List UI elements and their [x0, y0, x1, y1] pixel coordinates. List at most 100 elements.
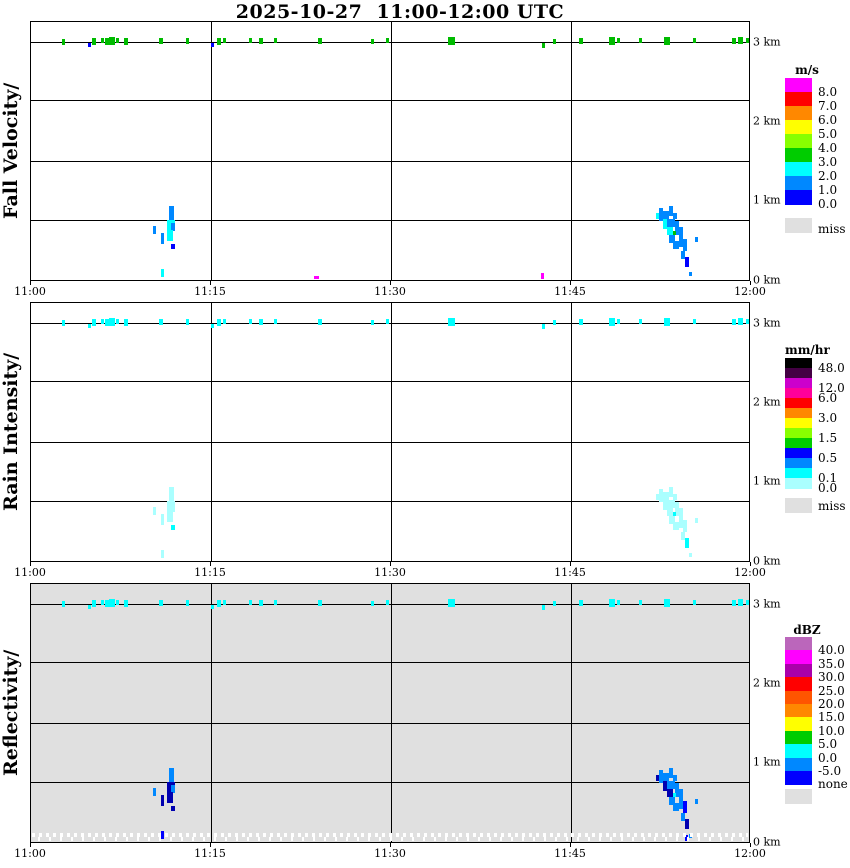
- data-cell: [738, 37, 743, 44]
- data-cell: [124, 319, 128, 326]
- data-cell: [62, 39, 65, 45]
- x-tick: [210, 843, 211, 847]
- data-cell: [609, 37, 615, 45]
- x-tick: [210, 562, 211, 566]
- legend-swatch: [785, 368, 812, 379]
- data-cell: [639, 38, 642, 43]
- data-cell: [681, 532, 685, 540]
- legend-value-label: miss: [818, 221, 846, 236]
- data-cell: [159, 319, 163, 325]
- data-cell: [689, 272, 692, 276]
- data-cell: [161, 514, 164, 525]
- legend-swatch: [785, 358, 812, 369]
- data-cell: [669, 487, 673, 497]
- legend-value-label: 15.0: [818, 710, 845, 725]
- data-cell: [318, 600, 322, 606]
- km-label: 2 km: [753, 676, 781, 690]
- data-cell: [617, 319, 620, 324]
- km-gridline: [31, 161, 749, 162]
- data-cell: [386, 319, 389, 324]
- data-cell: [223, 319, 226, 324]
- legend-value-label: 5.0: [818, 737, 838, 752]
- legend-swatch: [785, 428, 812, 439]
- data-cell: [746, 319, 749, 324]
- data-cell: [659, 489, 663, 502]
- data-cell: [673, 241, 679, 249]
- data-cell: [186, 38, 189, 44]
- data-cell: [259, 319, 263, 325]
- data-cell: [746, 38, 749, 43]
- data-cell: [171, 504, 175, 512]
- data-cell: [695, 237, 698, 242]
- data-cell: [679, 789, 683, 809]
- data-cell: [663, 781, 667, 791]
- data-cell: [673, 803, 679, 811]
- plot-area-rain-intensity: [30, 302, 750, 562]
- km-label: 3 km: [753, 316, 781, 330]
- data-cell: [685, 538, 689, 548]
- km-gridline: [31, 782, 749, 783]
- legend-swatch: [785, 78, 812, 93]
- data-cell: [88, 43, 91, 47]
- data-cell: [153, 507, 156, 515]
- legend-value-label: 30.0: [818, 670, 845, 685]
- data-cell: [88, 324, 91, 328]
- y-axis-title-rain-intensity: Rain Intensity/: [0, 352, 22, 512]
- plot-area-fall-velocity: [30, 21, 750, 281]
- data-cell: [169, 206, 174, 221]
- data-cell: [617, 38, 620, 43]
- data-cell: [664, 318, 670, 326]
- y-axis-title-reflectivity: Reflectivity/: [0, 649, 22, 777]
- data-cell: [659, 770, 663, 783]
- km-label: 2 km: [753, 395, 781, 409]
- legend-value-label: 48.0: [818, 361, 845, 375]
- legend-value-label: 10.0: [818, 723, 845, 738]
- legend-missing-swatch: [785, 789, 812, 805]
- x-gridline: [571, 303, 572, 561]
- legend-value-label: 12.0: [818, 381, 845, 395]
- legend-swatch: [785, 690, 812, 705]
- data-cell: [663, 219, 667, 229]
- legend-swatch: [785, 448, 812, 459]
- data-cell: [656, 494, 659, 500]
- legend-swatch: [785, 176, 812, 191]
- data-cell: [667, 500, 675, 508]
- x-tick: [390, 281, 391, 285]
- km-label: 1 km: [753, 474, 781, 488]
- x-tick-label: 11:00: [14, 566, 46, 579]
- data-cell: [448, 37, 455, 45]
- data-cell: [448, 318, 455, 326]
- data-cell: [223, 38, 226, 43]
- legend-swatch: [785, 106, 812, 121]
- data-cell: [738, 318, 743, 325]
- legend-swatch: [785, 134, 812, 149]
- data-cell: [386, 38, 389, 43]
- legend-value-label: -5.0: [818, 764, 842, 778]
- data-cell: [101, 319, 104, 324]
- data-cell: [669, 516, 675, 524]
- data-cell: [579, 38, 583, 44]
- legend-swatch: [785, 148, 812, 163]
- data-cell: [746, 600, 749, 605]
- km-gridline: [31, 442, 749, 443]
- data-cell: [681, 813, 685, 821]
- data-cell: [167, 511, 173, 522]
- legend-value-label: none: [818, 776, 848, 791]
- data-cell: [732, 319, 736, 325]
- data-cell: [732, 38, 736, 44]
- data-cell: [259, 38, 263, 44]
- x-tick-label: 11:45: [554, 285, 586, 298]
- data-cell: [62, 601, 65, 607]
- data-cell: [693, 319, 696, 324]
- data-cell: [167, 792, 173, 803]
- x-tick: [570, 843, 571, 847]
- data-cell: [171, 525, 175, 530]
- legend-value-label: 0.0: [818, 481, 838, 495]
- legend-value-label: 0.0: [818, 750, 838, 765]
- data-cell: [673, 231, 676, 235]
- data-cell: [259, 600, 263, 606]
- data-cell: [579, 319, 583, 325]
- x-tick: [390, 843, 391, 847]
- x-tick-label: 11:15: [194, 285, 226, 298]
- data-cell: [679, 227, 683, 247]
